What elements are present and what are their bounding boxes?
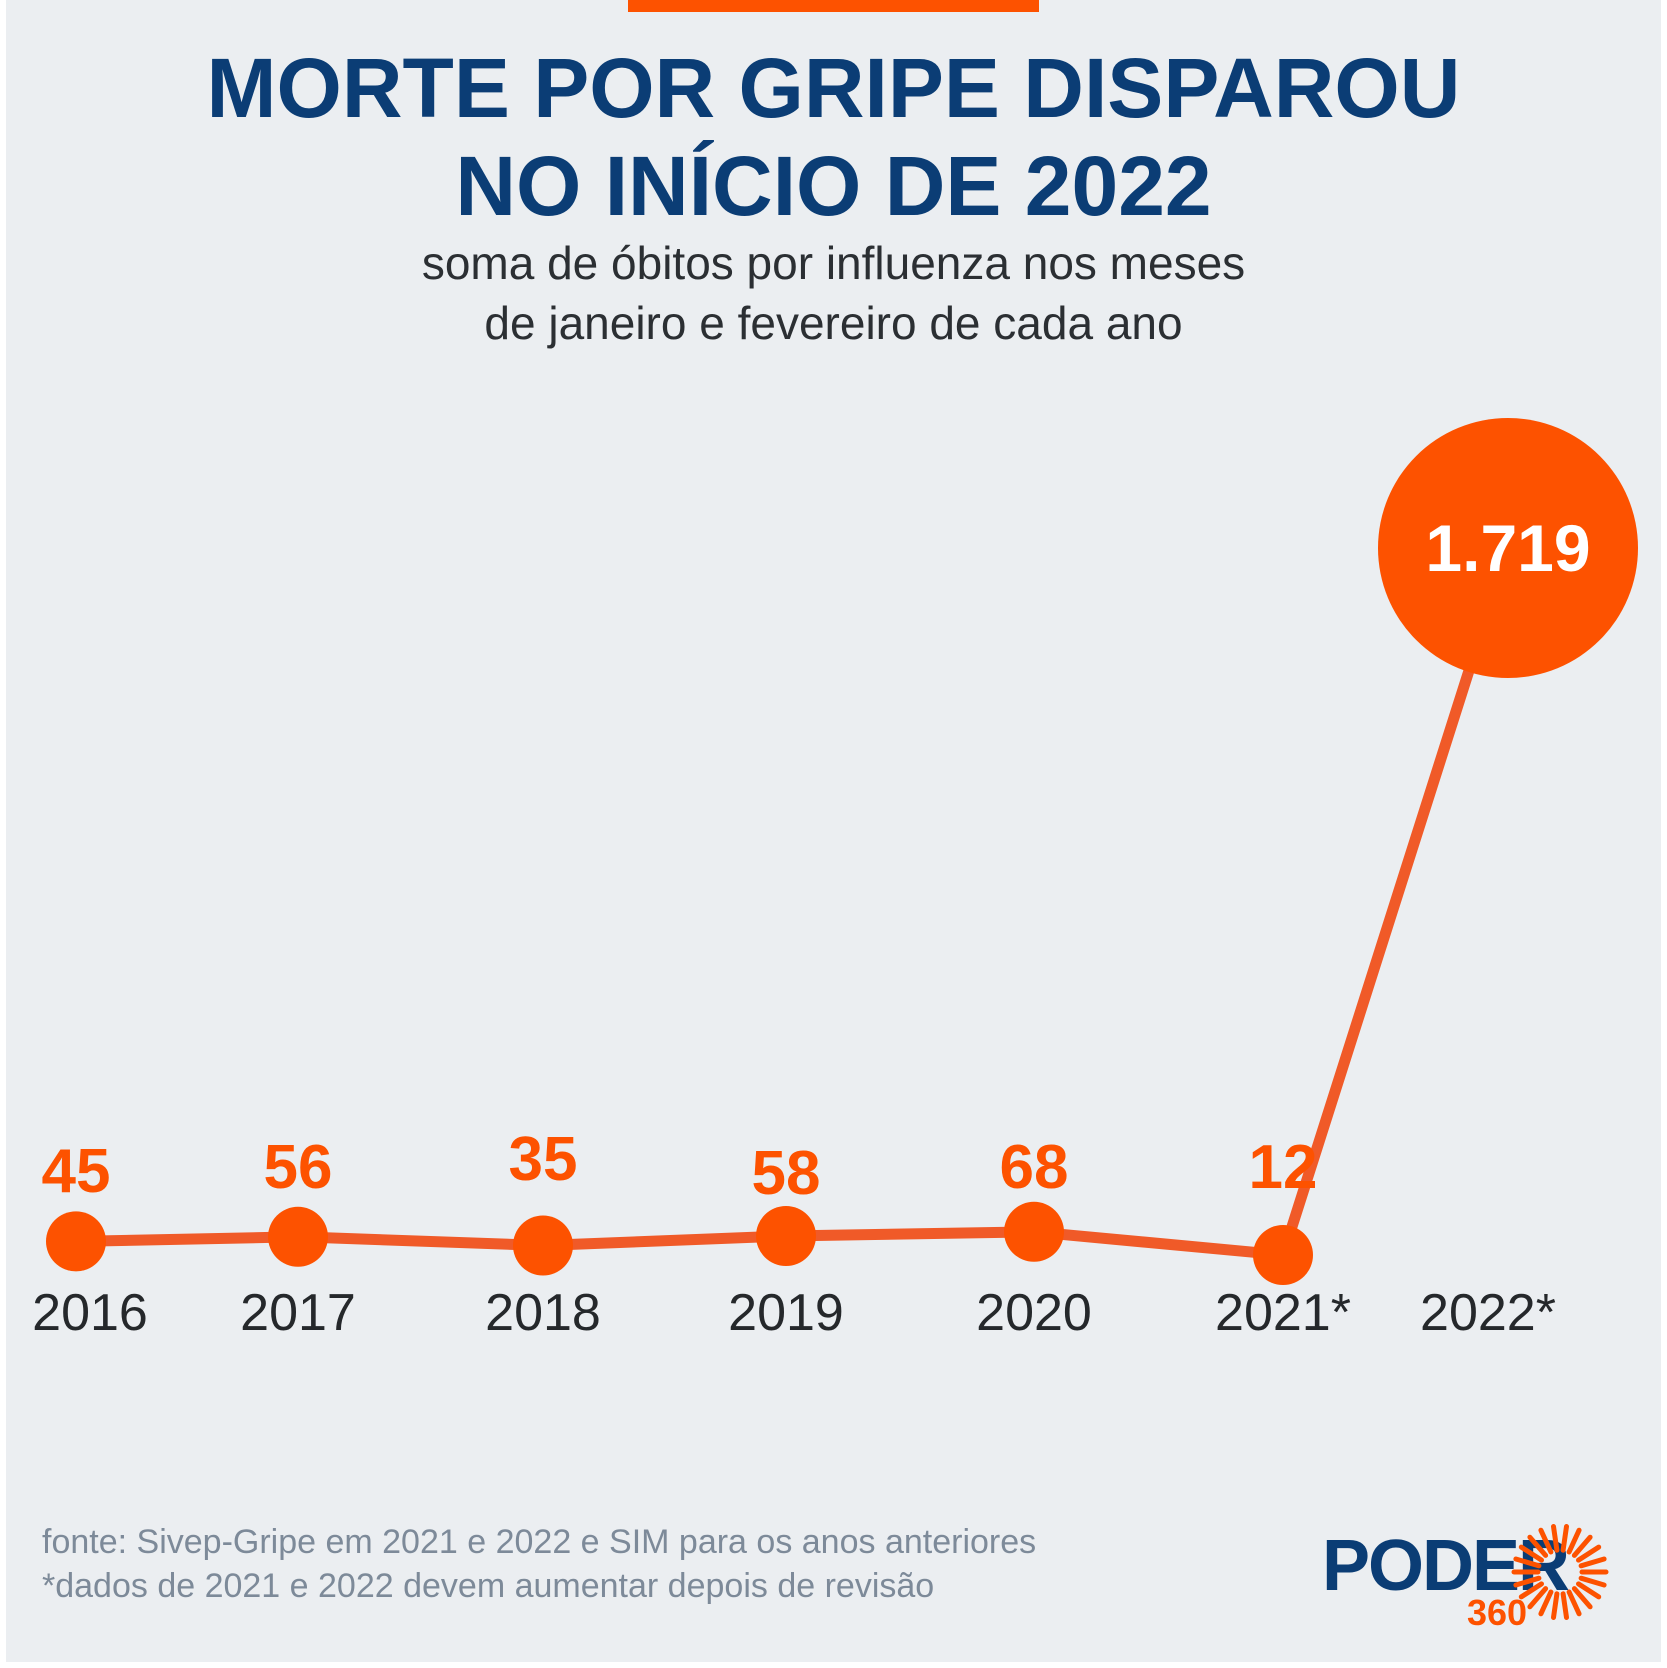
sun-ray: [1538, 1589, 1554, 1617]
sun-ray: [1518, 1581, 1544, 1600]
x-tick-label: 2020: [976, 1284, 1092, 1342]
data-point: [513, 1215, 573, 1276]
revision-footnote: *dados de 2021 e 2022 devem aumentar dep…: [42, 1567, 935, 1605]
source-footnote: fonte: Sivep-Gripe em 2021 e 2022 e SIM …: [42, 1523, 1037, 1561]
sun-ray: [1560, 1591, 1569, 1620]
sun-ray: [1560, 1524, 1569, 1553]
data-label: 45: [42, 1137, 111, 1206]
sun-ray: [1551, 1524, 1560, 1553]
sun-ray: [1513, 1556, 1542, 1569]
data-label: 1.719: [1425, 511, 1590, 585]
chart-title-line-2: NO INÍCIO DE 2022: [455, 139, 1212, 233]
x-tick-label: 2019: [728, 1284, 844, 1342]
sun-ray: [1578, 1575, 1607, 1588]
chart-subtitle-line-1: soma de óbitos por influenza nos meses: [421, 237, 1246, 289]
poder360-logo: PODER 360: [1322, 1524, 1642, 1632]
sun-ray: [1527, 1534, 1549, 1558]
x-tick-label: 2022*: [1420, 1284, 1556, 1342]
sun-ray: [1566, 1527, 1582, 1555]
sun-rays-icon: [1511, 1524, 1609, 1620]
data-label: 68: [1000, 1133, 1069, 1202]
x-tick-label: 2016: [32, 1284, 148, 1342]
sun-ray: [1571, 1534, 1593, 1558]
sun-ray: [1571, 1586, 1593, 1610]
data-point: [46, 1211, 106, 1272]
data-label: 56: [264, 1133, 333, 1202]
sun-ray: [1518, 1544, 1544, 1563]
chart-card: [6, 0, 1661, 1662]
sun-ray: [1551, 1591, 1560, 1620]
data-label: 58: [752, 1139, 821, 1208]
logo-number: 360: [1467, 1592, 1528, 1633]
x-tick-label: 2017: [240, 1284, 356, 1342]
data-point: [1253, 1225, 1313, 1285]
sun-ray: [1576, 1581, 1602, 1600]
sun-ray: [1513, 1575, 1542, 1588]
sun-ray: [1566, 1589, 1582, 1617]
data-label: 12: [1249, 1133, 1318, 1202]
sun-ray: [1576, 1544, 1602, 1563]
data-point: [1004, 1201, 1064, 1262]
accent-bar: [628, 0, 1039, 12]
sun-ray: [1578, 1556, 1607, 1569]
x-tick-label: 2018: [485, 1284, 601, 1342]
data-label: 35: [509, 1125, 578, 1194]
x-tick-label: 2021*: [1215, 1284, 1351, 1342]
data-point: [268, 1206, 328, 1267]
sun-ray: [1538, 1527, 1554, 1555]
data-point-highlight: [1378, 418, 1638, 678]
line-chart: 45 56 35 58 68 12 1.719 2016 2017 2018 2019 2020 202…: [32, 418, 1638, 1342]
chart-subtitle-line-2: de janeiro e fevereiro de cada ano: [484, 297, 1183, 349]
chart-title-line-1: MORTE POR GRIPE DISPAROU: [206, 41, 1461, 135]
data-point: [756, 1206, 816, 1266]
sun-ray: [1527, 1586, 1549, 1610]
